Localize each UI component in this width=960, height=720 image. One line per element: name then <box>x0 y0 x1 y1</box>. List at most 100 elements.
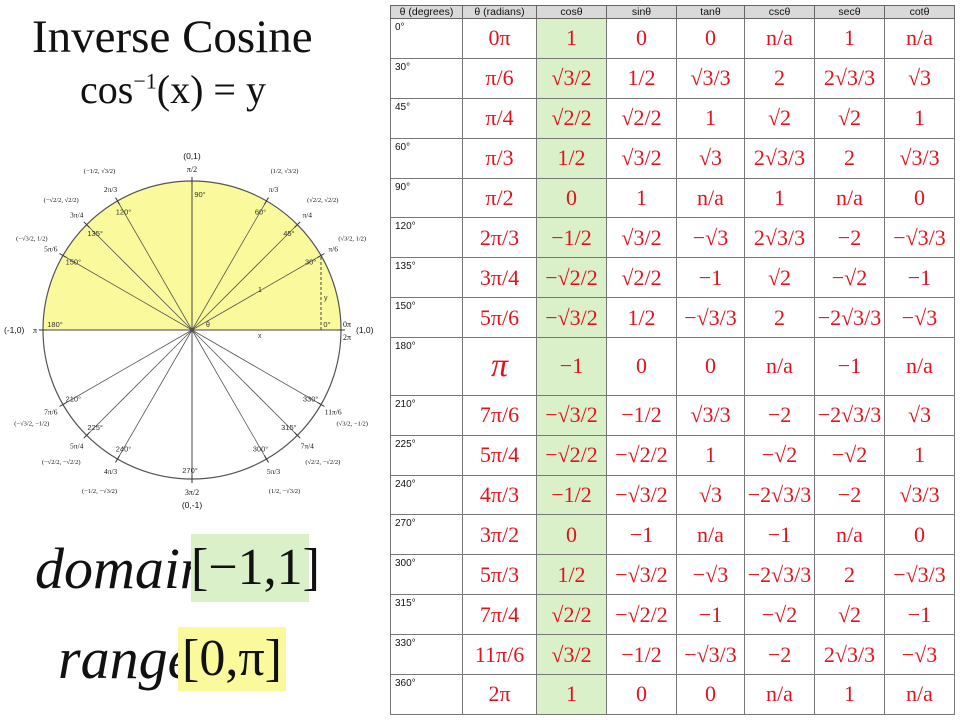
radian-label: 7π/6 <box>44 408 58 417</box>
radian-label: 3π/4 <box>70 211 84 220</box>
degree-label: 0° <box>323 320 330 329</box>
degree-label: 330° <box>303 395 319 404</box>
coordinate-label: (√3/2, 1/2) <box>338 235 366 243</box>
radian-label: 4π/3 <box>104 467 118 476</box>
table-cell-sec: −√2 <box>814 257 885 299</box>
table-header-cell: cotθ <box>884 5 955 19</box>
table-cell-rad: 3π/4 <box>462 257 537 299</box>
table-cell-csc: −√2 <box>744 434 815 476</box>
angle-tick <box>317 402 325 407</box>
degree-label: 135° <box>87 229 103 238</box>
table-row: 225° 5π/4 −√2/2 −√2/2 1 −√2 −√2 1 <box>390 434 955 476</box>
coordinate-label: (√3/2, −1/2) <box>336 420 367 428</box>
table-row: 45° π/4 √2/2 √2/2 1 √2 √2 1 <box>390 97 955 139</box>
table-row: 0° 0π 1 0 0 n/a 1 n/a <box>390 18 955 59</box>
table-cell-sec: √2 <box>814 97 885 139</box>
table-row: 120° 2π/3 −1/2 √3/2 −√3 2√3/3 −2 −√3/3 <box>390 217 955 259</box>
table-cell-cot: 0 <box>884 177 955 219</box>
table-cell-rad: 2π <box>462 673 537 716</box>
table-cell-sec: −√2 <box>814 434 885 476</box>
axis-radian-right-twopi: 2π <box>343 333 351 342</box>
table-cell-csc: −√2 <box>744 594 815 636</box>
table-cell-deg: 120° <box>390 217 463 259</box>
table-cell-sec: −2 <box>814 217 885 259</box>
table-cell-deg: 330° <box>390 634 463 675</box>
radian-label: 5π/3 <box>267 467 281 476</box>
degree-label: 60° <box>255 207 266 216</box>
table-cell-sec: −2√3/3 <box>814 297 885 339</box>
table-cell-sec: −2 <box>814 474 885 516</box>
axis-radian-bottom: 3π/2 <box>185 488 199 497</box>
degree-label: 240° <box>116 445 132 454</box>
table-row: 210° 7π/6 −√3/2 −1/2 √3/3 −2 −2√3/3 √3 <box>390 394 955 436</box>
table-row: 315° 7π/4 √2/2 −√2/2 −1 −√2 √2 −1 <box>390 594 955 636</box>
coordinate-labels: (√3/2, 1/2) (√2/2, √2/2) (1/2, √3/2) (−1/2,… <box>14 167 368 495</box>
degree-labels: 0° 30° 45° 60° 90° 120° 135° 150° 180° 210° 225° 24… <box>47 190 330 475</box>
radian-label: π/6 <box>328 245 338 254</box>
table-cell-tan: √3/3 <box>676 394 745 436</box>
radian-label: π/3 <box>269 185 279 194</box>
table-cell-deg: 135° <box>390 257 463 299</box>
table-cell-cot: √3/3 <box>884 137 955 179</box>
degree-label: 150° <box>66 258 82 267</box>
table-cell-deg: 360° <box>390 673 463 716</box>
table-row: 240° 4π/3 −1/2 −√3/2 √3 −2√3/3 −2 √3/3 <box>390 474 955 516</box>
table-cell-tan: −√3 <box>676 554 745 596</box>
table-header-row: θ (degrees) θ (radians) cosθ sinθ tanθ cscθ se… <box>390 5 955 19</box>
angle-tick <box>83 432 90 439</box>
coordinate-label: (−1/2, −√3/2) <box>82 487 117 495</box>
angle-ray <box>191 200 267 331</box>
table-cell-sin: √3/2 <box>606 137 677 179</box>
table-cell-csc: n/a <box>744 337 815 396</box>
table-cell-cot: √3 <box>884 57 955 99</box>
table-cell-csc: 2 <box>744 297 815 339</box>
angle-ray <box>86 224 193 331</box>
table-cell-cos: 1 <box>536 673 607 716</box>
axis-point-right: (1,0) <box>356 325 374 335</box>
table-cell-sin: 0 <box>606 337 677 396</box>
angle-ray <box>191 329 298 436</box>
table-cell-rad: 5π/6 <box>462 297 537 339</box>
slide-title: Inverse Cosine <box>32 11 313 63</box>
table-cell-sin: 1/2 <box>606 57 677 99</box>
table-cell-cos: −√2/2 <box>536 434 607 476</box>
table-cell-cos: 0 <box>536 514 607 556</box>
table-cell-deg: 270° <box>390 514 463 556</box>
table-cell-cot: −√3/3 <box>884 554 955 596</box>
angle-ray <box>86 329 193 436</box>
triangle-x-label: x <box>258 333 262 340</box>
table-cell-rad: π/2 <box>462 177 537 219</box>
table-cell-csc: n/a <box>744 673 815 716</box>
table-cell-csc: 2√3/3 <box>744 137 815 179</box>
coordinate-label: (√2/2, −√2/2) <box>305 458 340 466</box>
degree-label: 270° <box>182 466 198 475</box>
table-cell-cot: −√3 <box>884 634 955 675</box>
degree-label: 180° <box>47 320 63 329</box>
table-cell-tan: −√3 <box>676 217 745 259</box>
degree-label: 315° <box>281 423 297 432</box>
angle-tick <box>264 455 269 463</box>
table-cell-cos: −√3/2 <box>536 297 607 339</box>
inverse-cosine-formula: cos−1(x) = y <box>80 66 320 113</box>
coordinate-label: (√2/2, √2/2) <box>307 196 338 204</box>
angle-ray <box>62 329 193 405</box>
table-header-cell: θ (degrees) <box>390 5 463 19</box>
unit-circle-diagram: y x 1 θ 0° 30° 45° 60° 90° 120° 135° 150° 180° 21… <box>4 151 374 510</box>
table-cell-rad: 4π/3 <box>462 474 537 516</box>
table-cell-sec: 2√3/3 <box>814 57 885 99</box>
table-header-cell: cscθ <box>744 5 815 19</box>
domain-label: domain <box>35 536 209 601</box>
table-cell-rad: π/6 <box>462 57 537 99</box>
axis-point-bottom: (0,-1) <box>182 500 202 510</box>
table-cell-cos: 1 <box>536 18 607 59</box>
table-cell-cot: n/a <box>884 18 955 59</box>
coordinate-label: (−√3/2, 1/2) <box>16 235 47 243</box>
table-cell-deg: 315° <box>390 594 463 636</box>
table-cell-sin: −√2/2 <box>606 594 677 636</box>
degree-label: 225° <box>87 423 103 432</box>
table-cell-sec: 1 <box>814 18 885 59</box>
table-cell-sin: √2/2 <box>606 97 677 139</box>
angle-tick <box>294 432 301 439</box>
table-cell-deg: 30° <box>390 57 463 99</box>
degree-label: 45° <box>283 229 294 238</box>
